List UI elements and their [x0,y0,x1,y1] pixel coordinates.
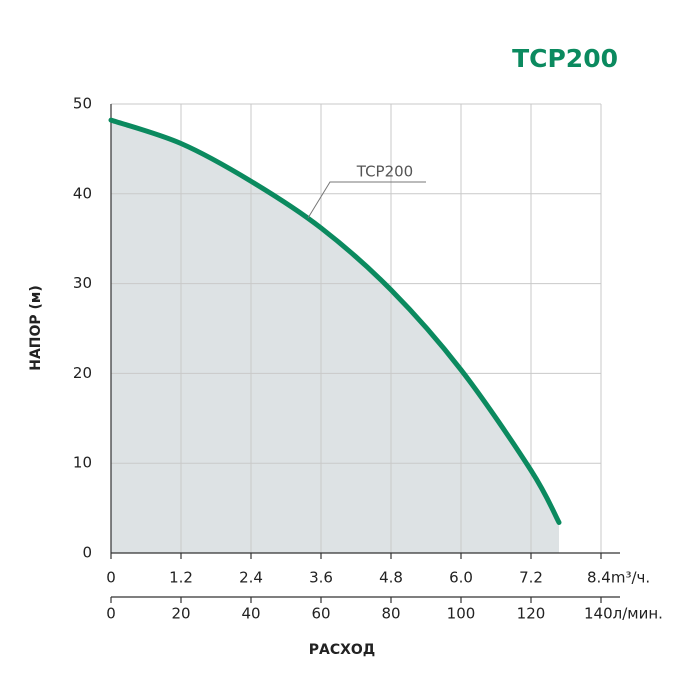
series-line [108,117,562,525]
x-tick-label: 4.8 [379,569,403,587]
x2-tick-label: 0 [106,605,116,623]
y-tick-label: 30 [73,274,92,292]
x2-tick-label: 40 [241,605,260,623]
y-tick-label: 10 [73,454,92,472]
x2-tick-label: 100 [447,605,476,623]
x-tick-label: 3.6 [309,569,333,587]
x2-tick-label: 140л/мин. [584,605,663,623]
y-tick-label: 50 [73,95,92,113]
x-tick-label: 6.0 [449,569,473,587]
x-tick-label: 2.4 [239,569,263,587]
x-axis-label: РАСХОД [309,642,376,658]
x-tick-label: 8.4m³/ч. [587,569,650,587]
x2-tick-label: 20 [171,605,190,623]
x2-tick-label: 120 [517,605,546,623]
x-tick-label: 7.2 [519,569,543,587]
y-tick-label: 0 [82,544,92,562]
area-fill [111,120,559,553]
y-tick-label: 20 [73,364,92,382]
x-tick-label: 0 [106,569,116,587]
x2-tick-label: 60 [311,605,330,623]
chart-title: TCP200 [512,44,618,73]
leader-line [307,181,426,219]
y-axis-label: НАПОР (м) [28,285,44,371]
series-annotation: TCP200 [356,163,413,181]
y-tick-label: 40 [73,184,92,202]
x-tick-label: 1.2 [169,569,193,587]
x2-tick-label: 80 [381,605,400,623]
